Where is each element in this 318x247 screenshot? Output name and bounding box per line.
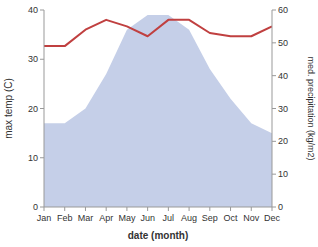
x-tick [230,207,231,211]
x-tick-label: Feb [57,213,73,223]
x-tick-label: Jan [37,213,52,223]
line [44,20,272,46]
y2-tick-label: 50 [278,38,288,48]
y-tick [40,207,44,208]
x-tick [272,207,273,211]
y-tick [40,10,44,11]
x-tick-label: Mar [78,213,94,223]
y-tick [40,108,44,109]
y2-axis-label: med. precipitation (kg/m2) [306,56,316,160]
x-tick-label: Aug [181,213,197,223]
y-tick-label: 40 [28,5,38,15]
y-tick [40,157,44,158]
x-tick-label: Jul [163,213,175,223]
chart: 0 10 20 30 40 0 10 20 30 40 50 60 Jan Feb Mar Apr May Jun… [0,0,318,247]
y2-tick-label: 30 [278,104,288,114]
area [44,15,272,207]
y2-tick-label: 20 [278,136,288,146]
x-tick [106,207,107,211]
x-tick-label: Apr [99,213,113,223]
y-axis-label: max temp (C) [3,78,14,139]
y2-tick-label: 40 [278,71,288,81]
x-tick [189,207,190,211]
x-tick [147,207,148,211]
x-tick-label: Oct [224,213,239,223]
x-axis-line [44,207,272,208]
y2-tick-label: 60 [278,5,288,15]
y2-tick [272,141,276,142]
y2-tick [272,42,276,43]
x-tick [85,207,86,211]
y2-tick [272,108,276,109]
plot-area [44,15,272,207]
y2-tick [272,75,276,76]
x-tick [251,207,252,211]
x-tick-label: Jun [140,213,155,223]
x-tick [126,207,127,211]
x-tick-label: Dec [264,213,281,223]
y2-tick [272,10,276,11]
y2-tick [272,207,276,208]
y-tick-label: 10 [28,153,38,163]
y2-tick-label: 10 [278,169,288,179]
y-tick-label: 30 [28,54,38,64]
y2-tick-label: 0 [278,202,283,212]
x-axis-label: date (month) [128,230,189,241]
x-tick [64,207,65,211]
x-tick-label: Nov [243,213,260,223]
x-tick [168,207,169,211]
x-tick-label: May [118,213,136,223]
y-tick [40,59,44,60]
y-tick-label: 0 [33,202,38,212]
y2-tick [272,174,276,175]
x-tick [209,207,210,211]
x-tick [44,207,45,211]
y-tick-label: 20 [28,104,38,114]
x-tick-label: Sep [202,213,218,223]
